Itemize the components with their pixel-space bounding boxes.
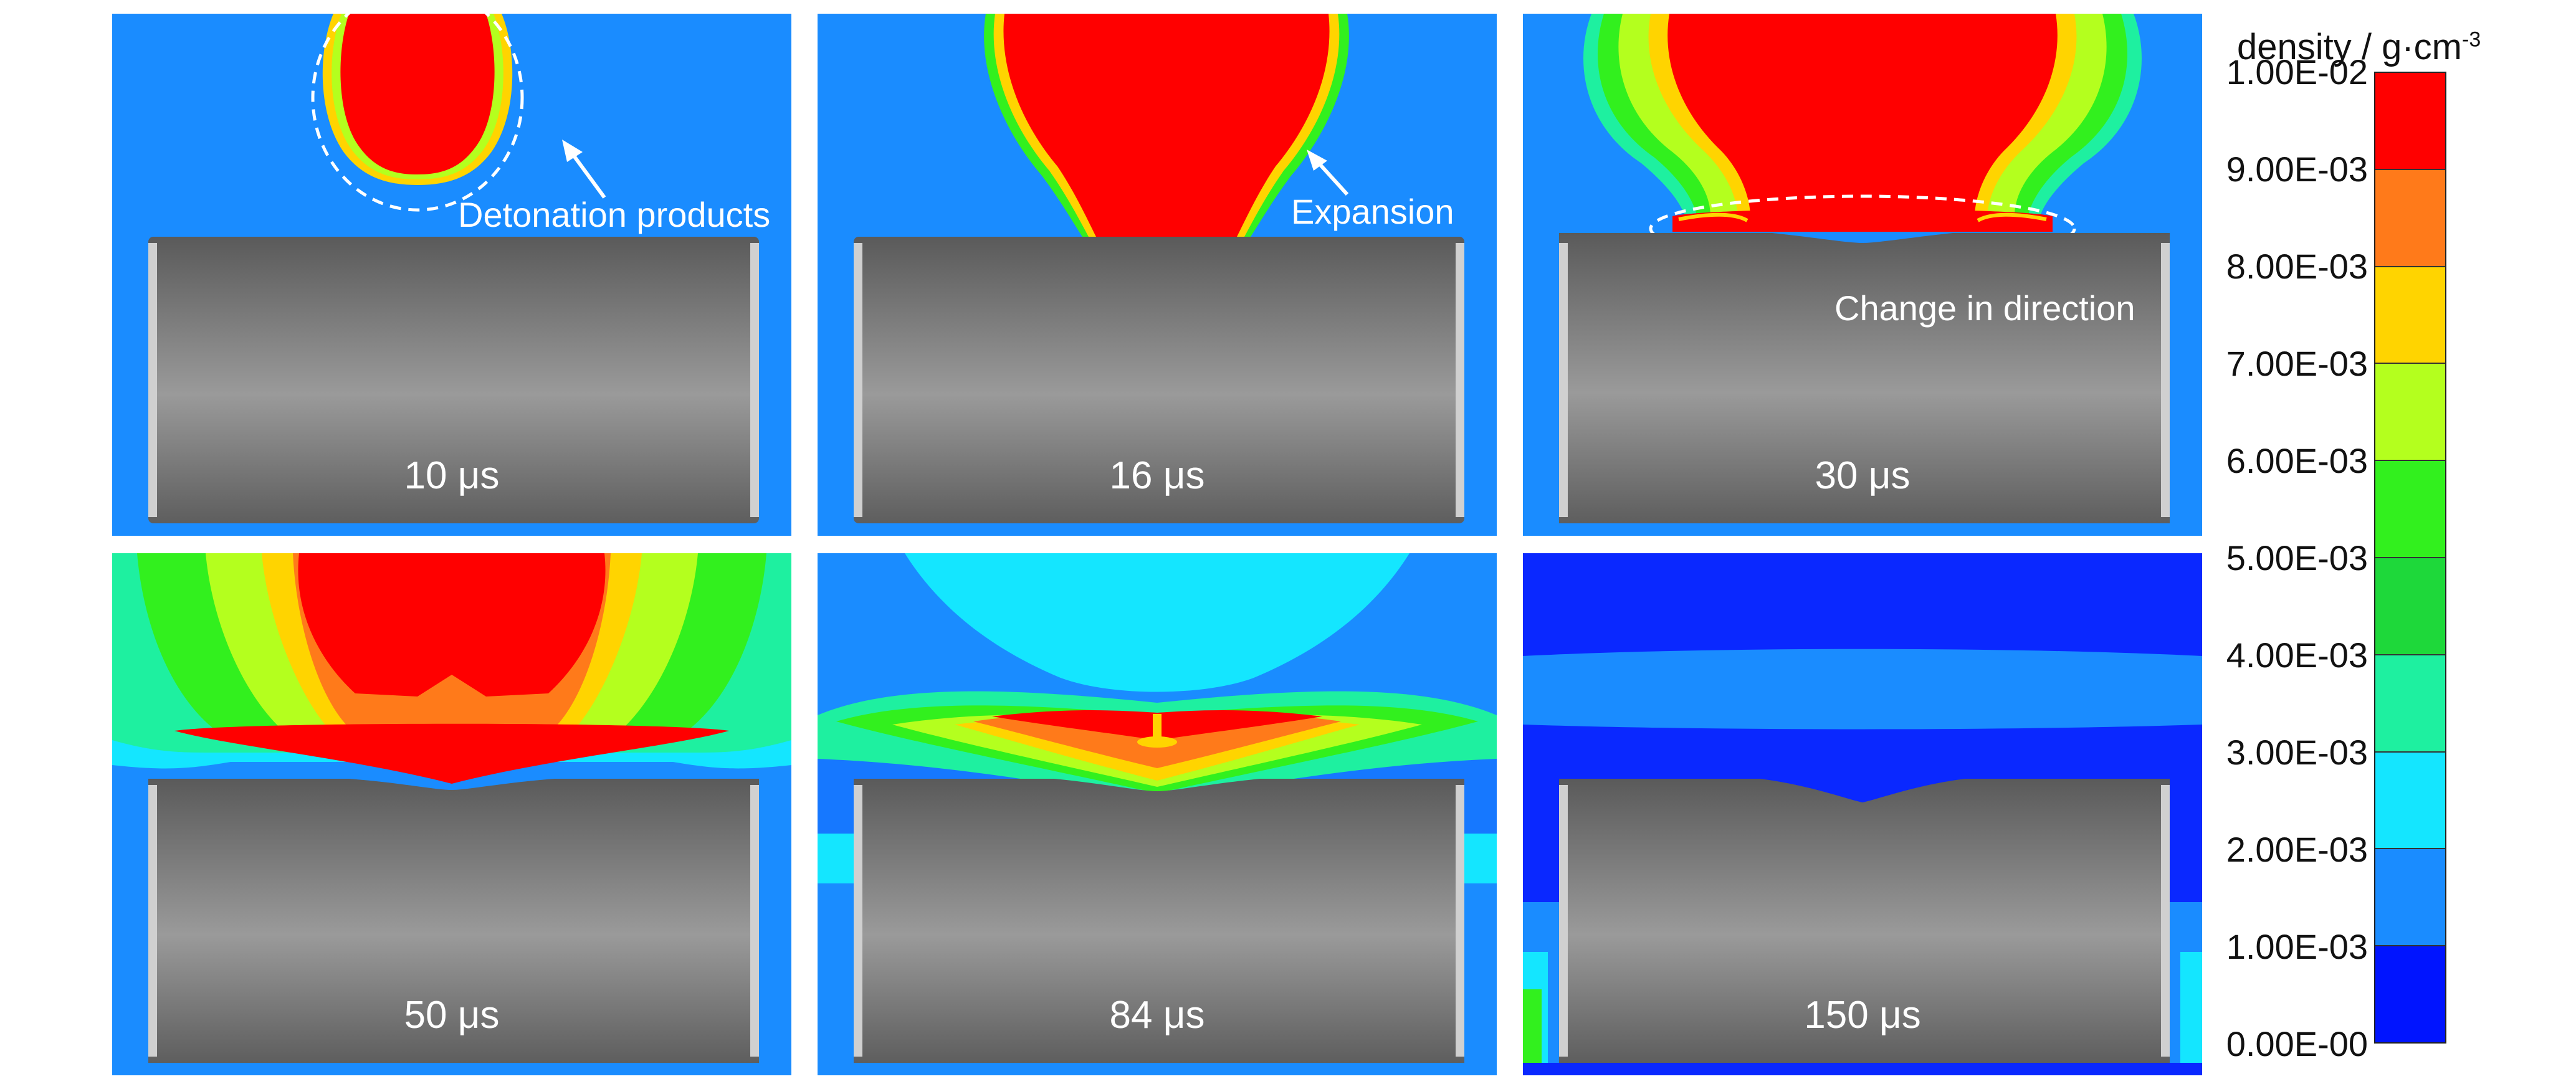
time-label: 50 μs [404,994,500,1037]
legend-title: density / g·cm-3 [2237,26,2481,68]
color-scale-swatch [2375,752,2445,850]
density-field-50us [112,553,791,1075]
color-scale-swatch [2375,364,2445,462]
density-field-10us [112,14,791,536]
panel-10us: Detonation products 10 μs [112,14,791,536]
annotation-label: Detonation products [458,195,771,234]
panel-150us: 150 μs [1523,553,2202,1075]
panel-16us: Expansion 16 μs [818,14,1497,536]
panel-84us: 84 μs [818,553,1497,1075]
color-scale-swatch [2375,267,2445,364]
legend-title-text: density / g·cm [2237,27,2462,67]
time-label: 16 μs [1109,454,1205,497]
color-scale-tick-label: 2.00E-03 [2226,830,2368,869]
time-label: 30 μs [1815,454,1911,497]
color-scale-swatch [2375,558,2445,655]
color-scale-tick-label: 1.00E-03 [2226,927,2368,966]
color-scale-tick-label: 3.00E-03 [2226,733,2368,772]
annotation-label: Expansion [1291,192,1454,231]
time-label: 84 μs [1109,994,1205,1037]
color-scale-swatch [2375,946,2445,1042]
color-scale-tick-label: 7.00E-03 [2226,344,2368,383]
density-field-150us [1523,553,2202,1075]
color-scale-bar [2374,72,2446,1044]
color-scale-swatch [2375,461,2445,558]
color-scale-swatch [2375,73,2445,170]
time-label: 150 μs [1804,994,1921,1037]
panel-50us: 50 μs [112,553,791,1075]
color-scale-tick-label: 5.00E-03 [2226,538,2368,578]
color-scale-tick-label: 0.00E-00 [2226,1024,2368,1063]
annotation-label: Change in direction [1834,288,2135,328]
time-label: 10 μs [404,454,500,497]
density-field-30us [1523,14,2202,536]
panel-30us: Change in direction 30 μs [1523,14,2202,536]
color-scale-tick-label: 6.00E-03 [2226,441,2368,480]
legend-title-exponent: -3 [2462,27,2481,52]
color-scale-swatch [2375,849,2445,947]
color-scale-tick-label: 1.00E-02 [2226,52,2368,92]
color-scale-tick-label: 4.00E-03 [2226,635,2368,675]
color-scale-swatch [2375,655,2445,753]
density-field-84us [818,553,1497,1075]
color-scale-swatch [2375,169,2445,267]
color-scale-tick-label: 9.00E-03 [2226,150,2368,189]
color-scale-tick-label: 8.00E-03 [2226,247,2368,286]
density-field-16us [818,14,1497,536]
